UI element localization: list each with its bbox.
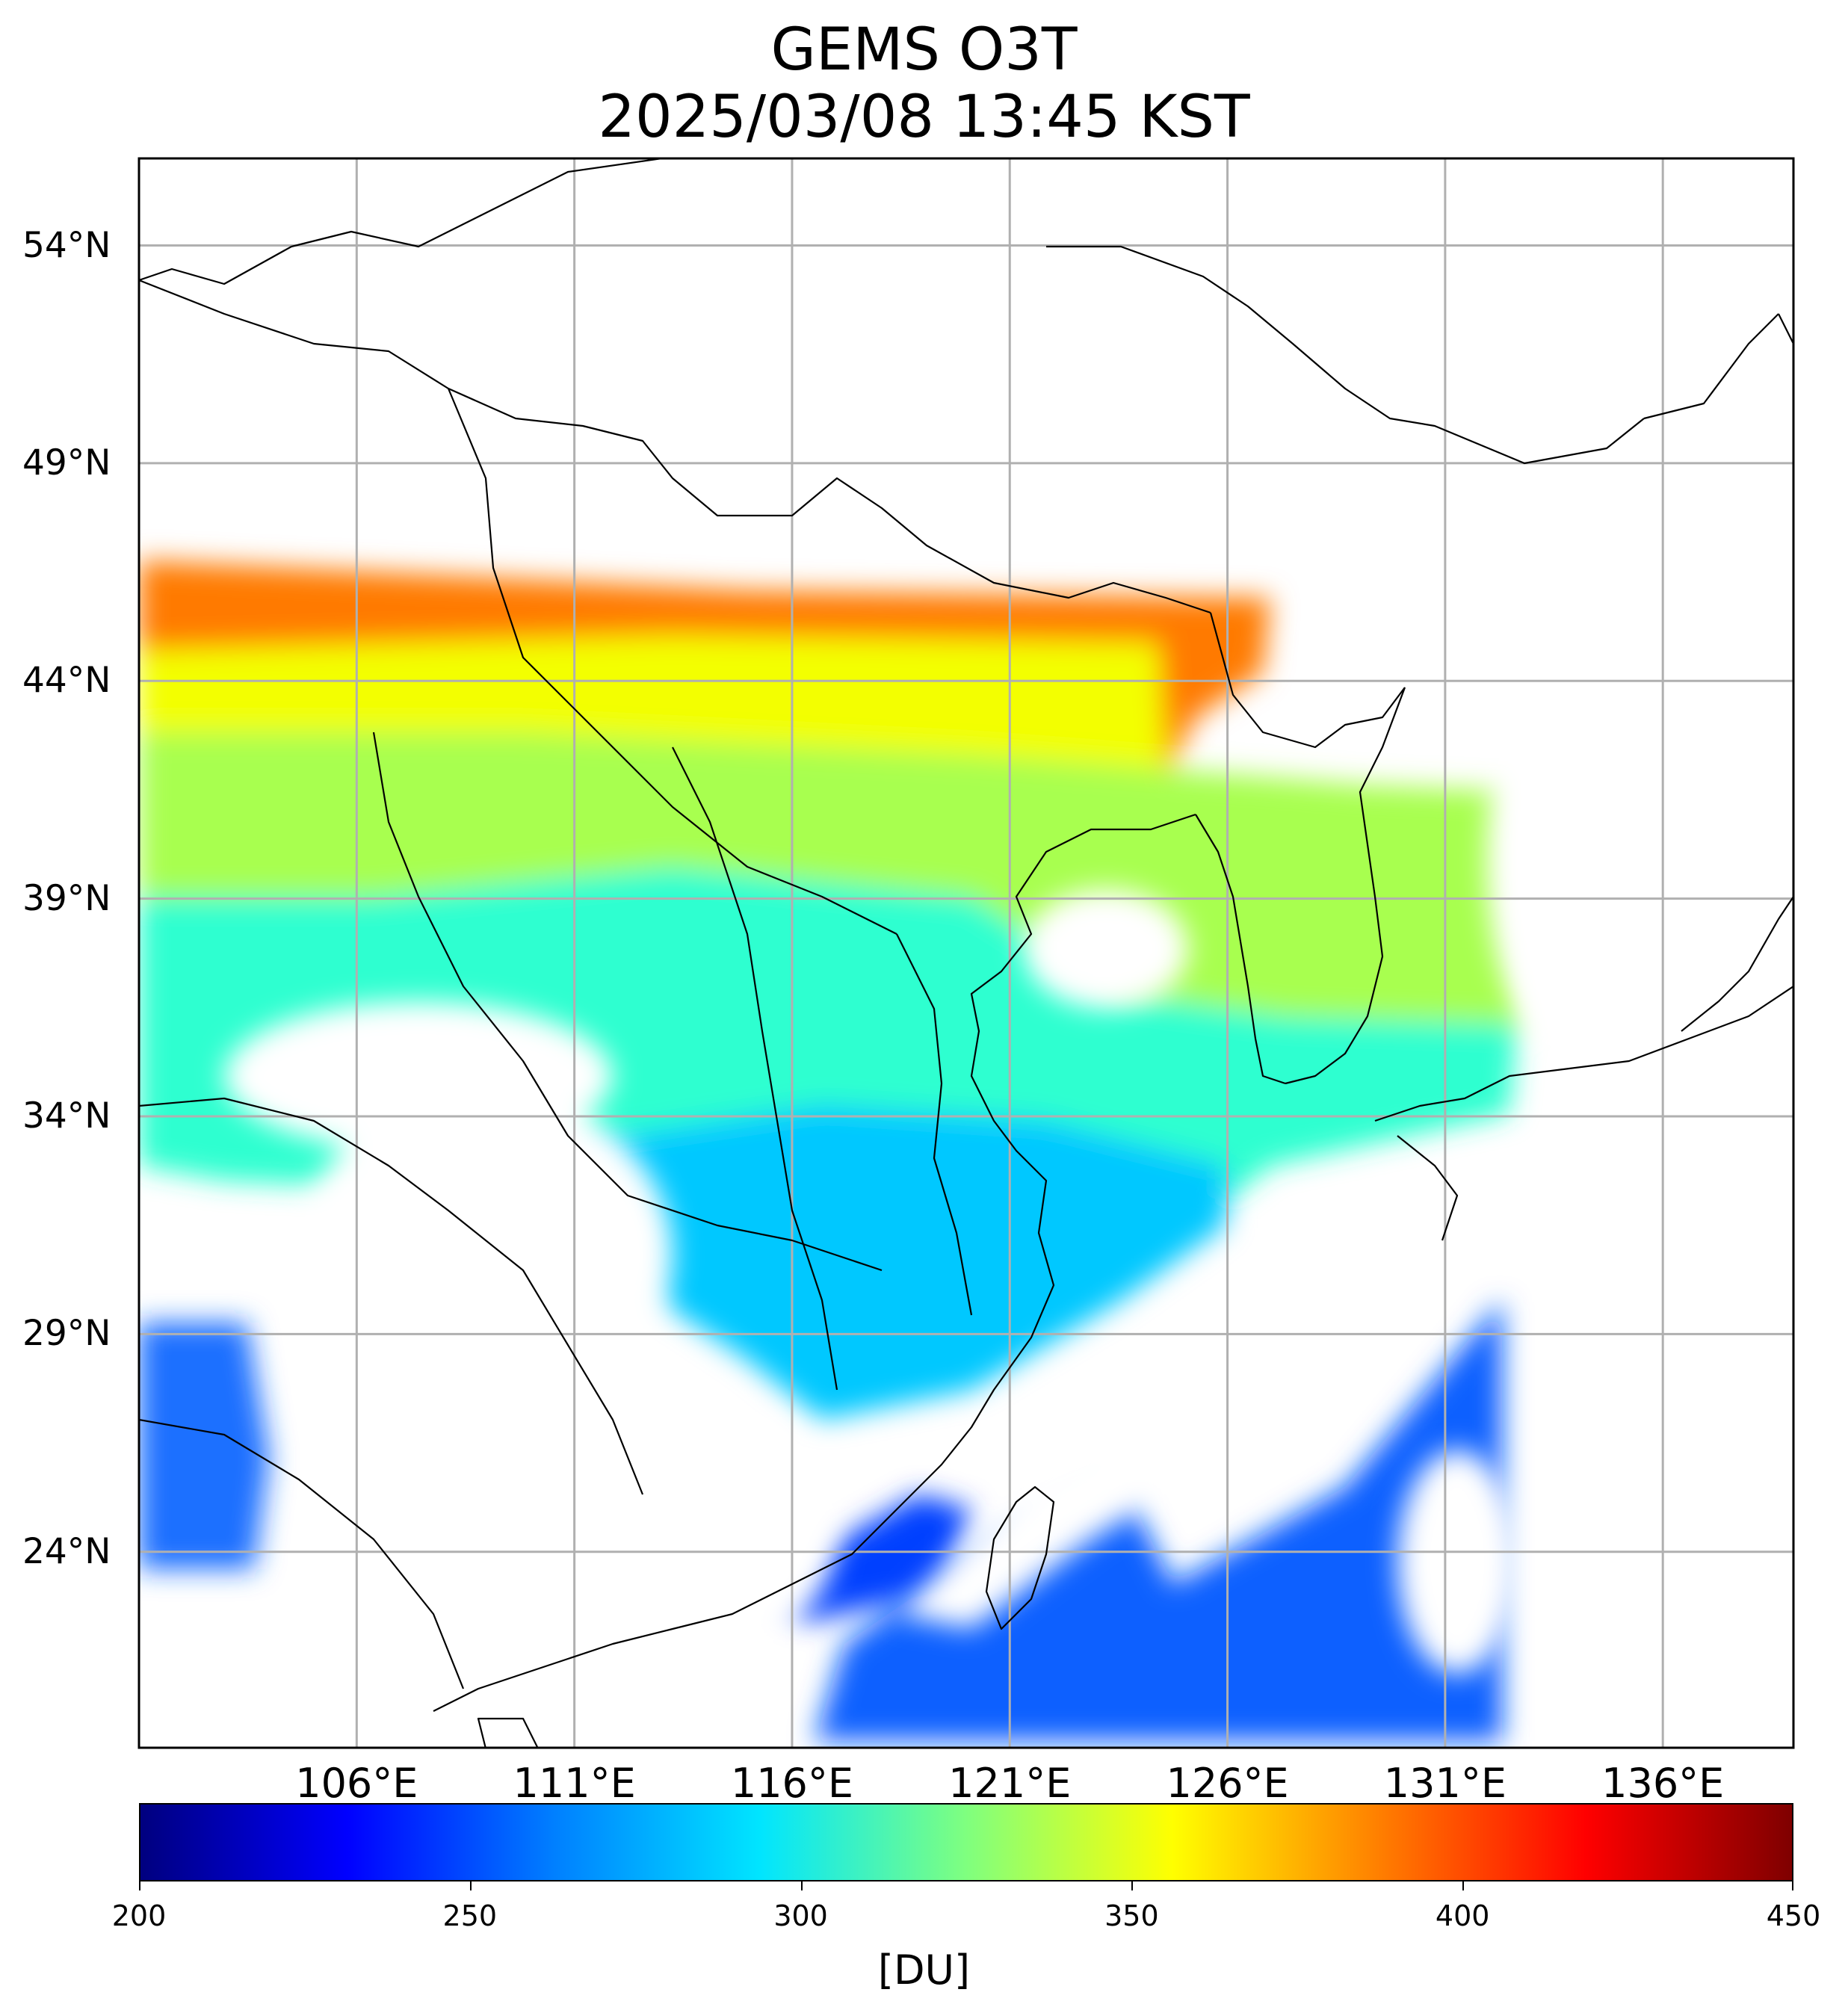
latitude-label: 24°N xyxy=(22,1530,111,1572)
longitude-label: 111°E xyxy=(513,1760,636,1807)
colorbar-tick-mark xyxy=(469,1882,472,1890)
latitude-label: 29°N xyxy=(22,1313,111,1355)
colorbar-tick-mark xyxy=(1131,1882,1134,1890)
latitude-label: 39°N xyxy=(22,877,111,919)
cloud-gap-sea-of-japan xyxy=(1487,665,1651,1054)
taiwan-coast xyxy=(985,1485,1055,1630)
longitude-label: 131°E xyxy=(1383,1760,1506,1807)
colorbar-tick-mark xyxy=(1462,1882,1465,1890)
ozone-swath-south-center xyxy=(523,1106,1226,1420)
cloud-band-east-china-sea xyxy=(897,1166,1495,1629)
map-title: GEMS O3T xyxy=(770,16,1078,84)
hainan-coast xyxy=(477,1717,539,1748)
province-boundary-e xyxy=(139,1418,465,1689)
province-boundary-b xyxy=(372,732,883,1272)
longitude-label: 126°E xyxy=(1166,1760,1289,1807)
sakhalin-coast xyxy=(1643,313,1793,420)
colorbar-tick-label: 250 xyxy=(442,1899,498,1932)
cloud-gap-pacific xyxy=(1397,1450,1517,1674)
longitude-label: 121°E xyxy=(948,1760,1072,1807)
colorbar-tick-label: 300 xyxy=(773,1899,828,1932)
china-korea-border xyxy=(1209,612,1406,749)
province-boundary-d xyxy=(672,746,838,1391)
map-plot-area xyxy=(139,158,1793,1748)
colorbar-tick-label: 400 xyxy=(1435,1899,1490,1932)
amur-border xyxy=(1046,245,1645,465)
longitude-label: 106°E xyxy=(295,1760,418,1807)
latitude-label: 54°N xyxy=(22,224,111,266)
cloud-gap-south-china xyxy=(389,1375,837,1689)
colorbar-tick-label: 350 xyxy=(1104,1899,1159,1932)
cloud-gap-southwest xyxy=(299,1091,673,1420)
coastlines-and-borders xyxy=(139,158,1793,1748)
map-frame xyxy=(137,157,1795,1749)
korea-east-coast xyxy=(1285,687,1406,1085)
colorbar-tick-label: 450 xyxy=(1766,1899,1821,1932)
longitude-label: 116°E xyxy=(730,1760,854,1807)
colorbar-unit-label: [DU] xyxy=(877,1947,971,1994)
colorbar-tick-label: 200 xyxy=(111,1899,167,1932)
latitude-label: 44°N xyxy=(22,660,111,702)
ozone-swath-south-west xyxy=(139,1323,269,1569)
province-boundary-f xyxy=(896,933,973,1316)
map-timestamp: 2025/03/08 13:45 KST xyxy=(598,84,1250,151)
latitude-label: 34°N xyxy=(22,1095,111,1137)
province-boundary-a xyxy=(447,388,897,935)
ozone-swath-south-east xyxy=(815,1300,1502,1741)
north-china-coast xyxy=(433,813,1196,1712)
japan-coast xyxy=(1374,896,1793,1241)
colorbar-tick-mark xyxy=(800,1882,803,1890)
colorbar-tick-mark xyxy=(139,1882,140,1890)
province-boundary-c xyxy=(139,1097,644,1495)
korea-west-coast xyxy=(1195,814,1286,1085)
cloud-gap-yellow-sea xyxy=(1024,889,1188,1009)
colorbar xyxy=(139,1803,1793,1882)
colorbar-tick-mark xyxy=(1792,1882,1793,1890)
longitude-label: 136°E xyxy=(1601,1760,1725,1807)
latitude-label: 49°N xyxy=(22,442,111,483)
china-mongolia-border xyxy=(139,279,1211,614)
mongolia-russia-border xyxy=(139,158,668,285)
